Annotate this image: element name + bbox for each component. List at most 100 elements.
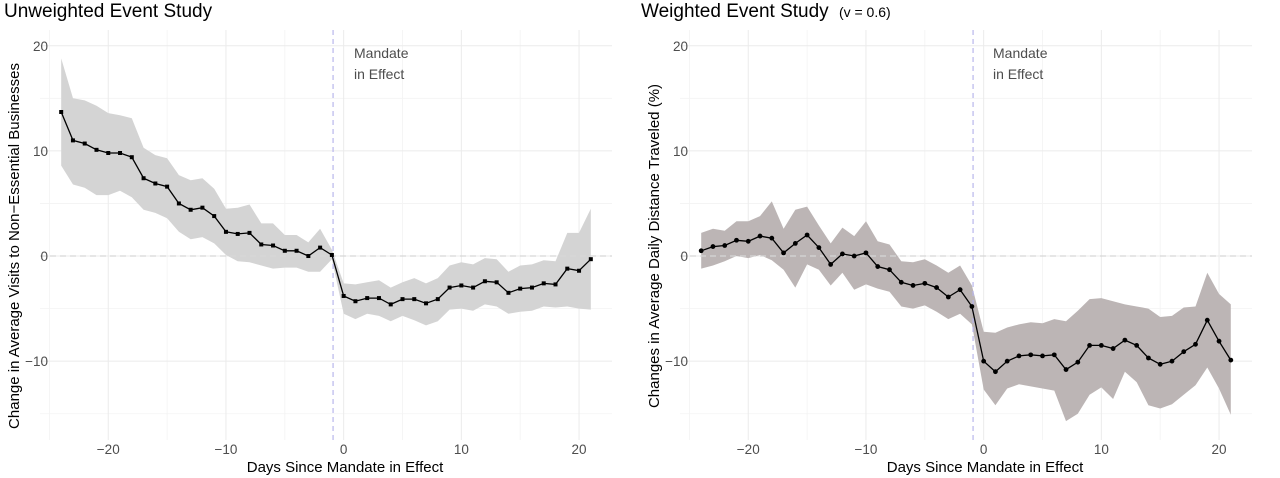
series-markers xyxy=(59,110,593,307)
data-point xyxy=(565,266,570,271)
y-tick-labels: −10 0 10 20 xyxy=(665,39,688,369)
data-point xyxy=(969,304,975,309)
data-point xyxy=(341,293,346,298)
data-point xyxy=(840,251,845,257)
y-tick-label: 0 xyxy=(680,249,688,264)
y-tick-label: −10 xyxy=(25,354,48,369)
data-point xyxy=(851,253,857,259)
data-point xyxy=(141,176,146,181)
data-point xyxy=(1040,353,1045,359)
x-tick-label: 10 xyxy=(1094,442,1109,457)
data-point xyxy=(710,244,716,249)
data-point xyxy=(447,285,452,290)
data-point xyxy=(792,241,798,246)
x-tick-label: −10 xyxy=(855,442,878,457)
data-point xyxy=(1169,358,1175,364)
data-point xyxy=(1216,338,1222,344)
x-tick-label: −20 xyxy=(737,442,760,457)
confidence-band xyxy=(701,201,1231,422)
data-point xyxy=(529,285,534,290)
mandate-annotation-line1: Mandate xyxy=(354,45,409,61)
data-point xyxy=(1028,352,1034,358)
data-point xyxy=(200,205,205,210)
data-point xyxy=(318,245,323,250)
y-tick-label: 20 xyxy=(673,39,688,54)
data-point xyxy=(1181,349,1187,355)
x-tick-label: 20 xyxy=(572,442,587,457)
data-point xyxy=(353,299,358,304)
data-point xyxy=(816,245,822,251)
data-point xyxy=(70,138,75,143)
data-point xyxy=(176,201,181,206)
data-point xyxy=(828,262,834,267)
data-point xyxy=(435,297,440,302)
mandate-annotation-line2: in Effect xyxy=(993,66,1043,82)
data-point xyxy=(471,285,476,290)
data-point xyxy=(94,147,99,152)
data-point xyxy=(757,233,763,239)
weighted-panel: Weighted Event Study (v = 0.6) Mandate i… xyxy=(641,1,1252,476)
x-tick-labels: −20 −10 0 10 20 xyxy=(737,442,1227,457)
data-point xyxy=(412,297,417,302)
data-point xyxy=(118,151,123,155)
data-point xyxy=(494,280,499,285)
chart-title: Unweighted Event Study xyxy=(4,1,213,22)
chart-subtitle: (v = 0.6) xyxy=(839,4,891,20)
data-point xyxy=(506,290,511,295)
data-point xyxy=(1063,367,1069,372)
data-point xyxy=(247,230,252,235)
x-axis-label: Days Since Mandate in Effect xyxy=(887,459,1084,476)
confidence-band-area xyxy=(701,201,1231,422)
y-axis-label: Changes in Average Daily Distance Travel… xyxy=(646,84,663,408)
data-point xyxy=(59,110,64,114)
data-point xyxy=(424,301,429,306)
data-point xyxy=(294,248,299,253)
data-point xyxy=(863,250,869,256)
series-line-path xyxy=(700,234,1232,373)
data-point xyxy=(957,287,963,293)
data-point xyxy=(1193,341,1198,347)
data-point xyxy=(887,267,892,273)
reference-lines xyxy=(40,30,612,440)
data-point xyxy=(223,229,228,234)
reference-lines xyxy=(680,30,1252,440)
data-point xyxy=(922,280,928,286)
data-point xyxy=(781,250,786,256)
y-tick-label: 20 xyxy=(33,39,48,54)
y-tick-label: −10 xyxy=(665,354,688,369)
series-line xyxy=(700,234,1232,373)
data-point xyxy=(1004,358,1010,364)
data-point xyxy=(898,279,904,285)
data-point xyxy=(153,181,158,186)
mandate-annotation-line2: in Effect xyxy=(354,66,404,82)
data-point xyxy=(1134,342,1140,348)
data-point xyxy=(271,243,276,248)
y-tick-label: 10 xyxy=(33,144,48,159)
data-point xyxy=(1110,346,1116,351)
data-point xyxy=(1098,342,1104,348)
data-point xyxy=(745,238,751,244)
data-point xyxy=(1087,342,1092,348)
data-point xyxy=(365,296,370,301)
data-point xyxy=(541,281,546,286)
mandate-annotation-line1: Mandate xyxy=(993,45,1048,61)
data-point xyxy=(388,302,393,307)
data-point xyxy=(1157,361,1163,367)
data-point xyxy=(376,296,381,301)
data-point xyxy=(1228,357,1234,363)
data-point xyxy=(212,214,217,219)
data-point xyxy=(945,294,951,300)
data-point xyxy=(875,264,881,269)
data-point xyxy=(1122,337,1128,343)
confidence-band xyxy=(61,58,591,326)
x-tick-label: −20 xyxy=(97,442,120,457)
data-point xyxy=(306,254,311,259)
confidence-band-area xyxy=(61,58,591,326)
y-axis-label: Change in Average Visits to Non−Essentia… xyxy=(6,63,23,429)
y-tick-labels: −10 0 10 20 xyxy=(25,39,48,369)
x-tick-labels: −20 −10 0 10 20 xyxy=(97,442,587,457)
data-point xyxy=(553,282,558,287)
data-point xyxy=(993,369,998,375)
y-tick-label: 10 xyxy=(673,144,688,159)
